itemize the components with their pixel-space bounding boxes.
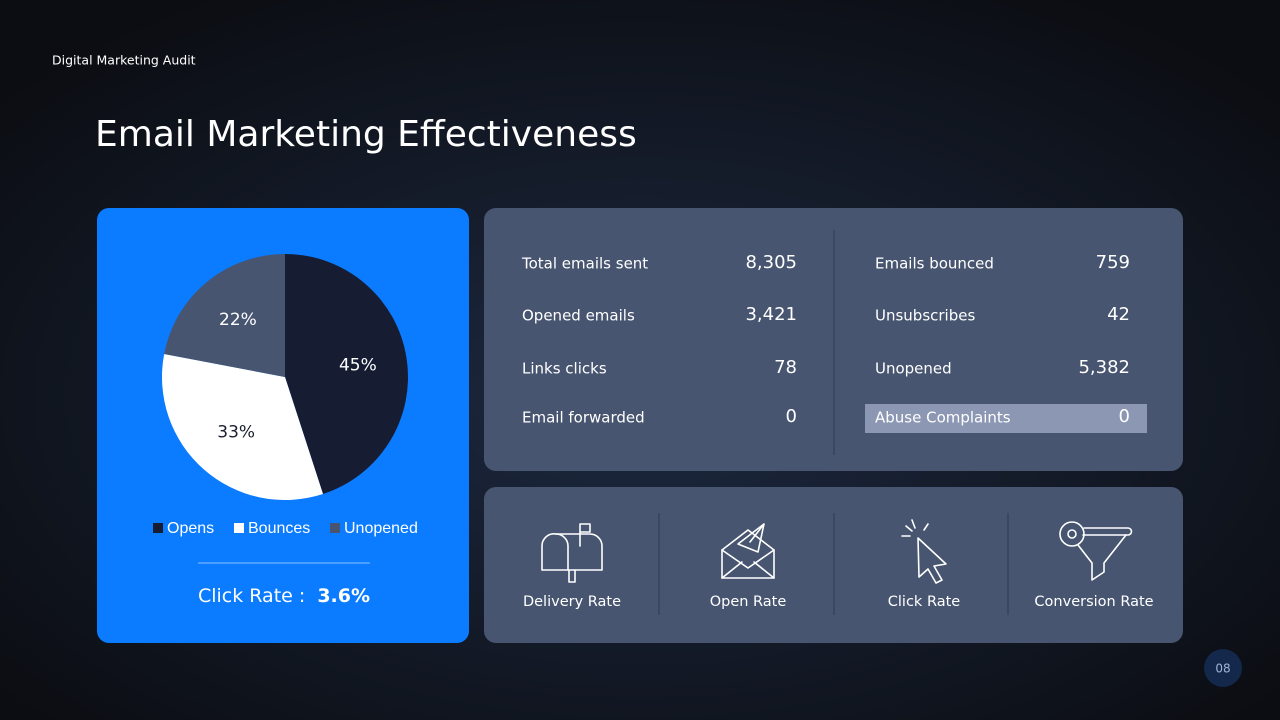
slice-label: 45% [339, 355, 377, 375]
stat-value: 0 [1119, 406, 1130, 427]
metric-label: Click Rate [888, 594, 960, 610]
pie-slice [164, 254, 285, 377]
legend: Opens Bounces Unopened [153, 520, 418, 537]
section-label: Digital Marketing Audit [52, 53, 196, 68]
stat-value: 8,305 [745, 252, 797, 273]
page-badge [1204, 649, 1242, 687]
pie-chart: 45% 33% 22% [162, 254, 408, 500]
stat-label: Links clicks [522, 360, 607, 378]
stat-label: Opened emails [522, 307, 635, 325]
stat-value: 0 [786, 406, 797, 427]
slice-label: 33% [217, 422, 255, 442]
legend-label: Opens [167, 520, 214, 537]
cursor-icon [901, 519, 947, 584]
stat-value: 759 [1096, 252, 1130, 273]
stat-value: 42 [1107, 304, 1130, 325]
highlight [865, 404, 1147, 433]
slice-label: 22% [219, 310, 257, 330]
metric-label: Delivery Rate [523, 594, 621, 610]
funnel-icon [1059, 521, 1133, 581]
mailbox-icon [541, 523, 603, 583]
metric-label: Open Rate [710, 594, 787, 610]
stat-label: Total emails sent [521, 255, 648, 273]
legend-label: Bounces [248, 520, 310, 537]
stat-label: Email forwarded [522, 409, 645, 427]
metric-label: Conversion Rate [1034, 594, 1153, 610]
click-rate-label: Click Rate : [198, 585, 305, 607]
stat-label: Emails bounced [875, 255, 994, 273]
stats: Total emails sent 8,305 Opened emails 3,421… [521, 252, 1130, 427]
stat-value: 78 [774, 357, 797, 378]
envelope-icon [721, 523, 775, 579]
slide-title: Email Marketing Effectiveness [95, 114, 637, 155]
stat-label: Unopened [875, 360, 952, 378]
legend-label: Unopened [344, 520, 418, 537]
stat-value: 3,421 [745, 304, 797, 325]
legend-swatch [330, 523, 340, 533]
legend-swatch [234, 523, 244, 533]
stat-value: 5,382 [1078, 357, 1130, 378]
click-rate: Click Rate : 3.6% [198, 585, 370, 607]
legend-swatch [153, 523, 163, 533]
pie-slice [162, 353, 324, 500]
pie-slice [285, 254, 408, 494]
stat-label: Unsubscribes [875, 307, 975, 325]
click-rate-value: 3.6% [317, 585, 370, 607]
metrics: Delivery Rate Open Rate Click Rate Conversi… [523, 594, 1154, 610]
stat-label: Abuse Complaints [875, 409, 1011, 427]
page-number: 08 [1215, 662, 1230, 676]
